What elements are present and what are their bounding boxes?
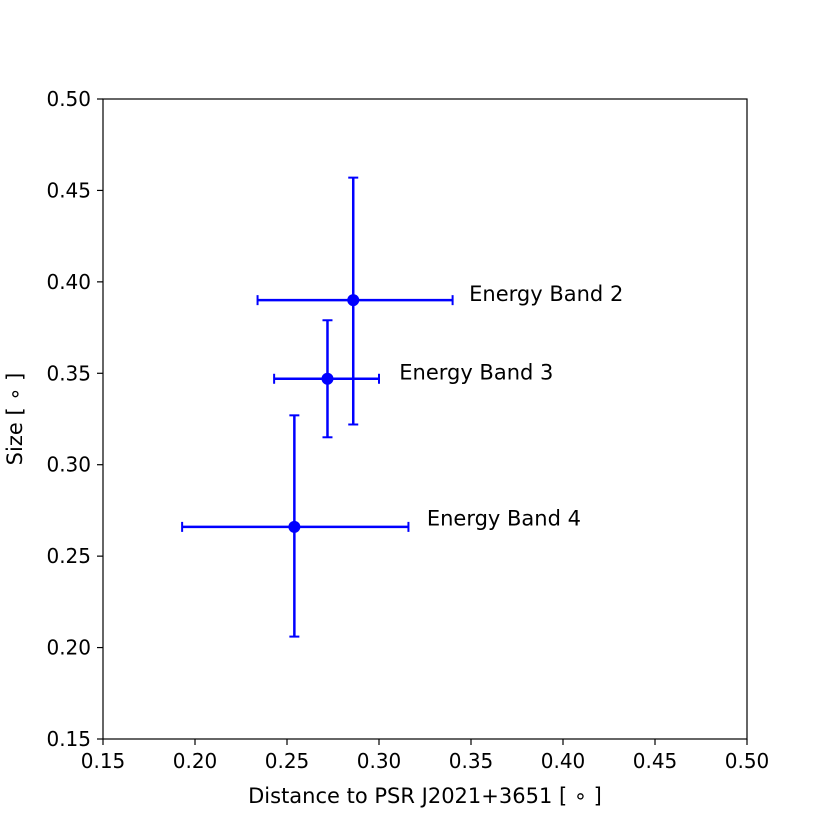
- point-label: Energy Band 3: [399, 360, 553, 384]
- x-tick-label: 0.40: [541, 749, 586, 773]
- y-tick-label: 0.25: [46, 544, 91, 568]
- y-tick-label: 0.15: [46, 727, 91, 751]
- x-tick-label: 0.30: [357, 749, 402, 773]
- y-tick-label: 0.20: [46, 636, 91, 660]
- x-tick-label: 0.25: [265, 749, 310, 773]
- y-tick-label: 0.35: [46, 361, 91, 385]
- x-tick-label: 0.50: [725, 749, 770, 773]
- data-point: [347, 294, 360, 307]
- point-label: Energy Band 2: [469, 282, 623, 306]
- x-tick-label: 0.35: [449, 749, 494, 773]
- x-tick-label: 0.20: [173, 749, 218, 773]
- point-label: Energy Band 4: [427, 507, 581, 531]
- y-tick-label: 0.40: [46, 270, 91, 294]
- x-tick-label: 0.15: [81, 749, 126, 773]
- x-axis-label: Distance to PSR J2021+3651 [ ∘ ]: [248, 784, 602, 808]
- y-tick-label: 0.50: [46, 87, 91, 111]
- data-point: [321, 372, 334, 385]
- y-tick-label: 0.30: [46, 453, 91, 477]
- x-tick-label: 0.45: [633, 749, 678, 773]
- y-tick-label: 0.45: [46, 178, 91, 202]
- data-point: [288, 520, 301, 533]
- plot-area: [102, 98, 748, 740]
- y-axis-label: Size [ ∘ ]: [3, 373, 27, 466]
